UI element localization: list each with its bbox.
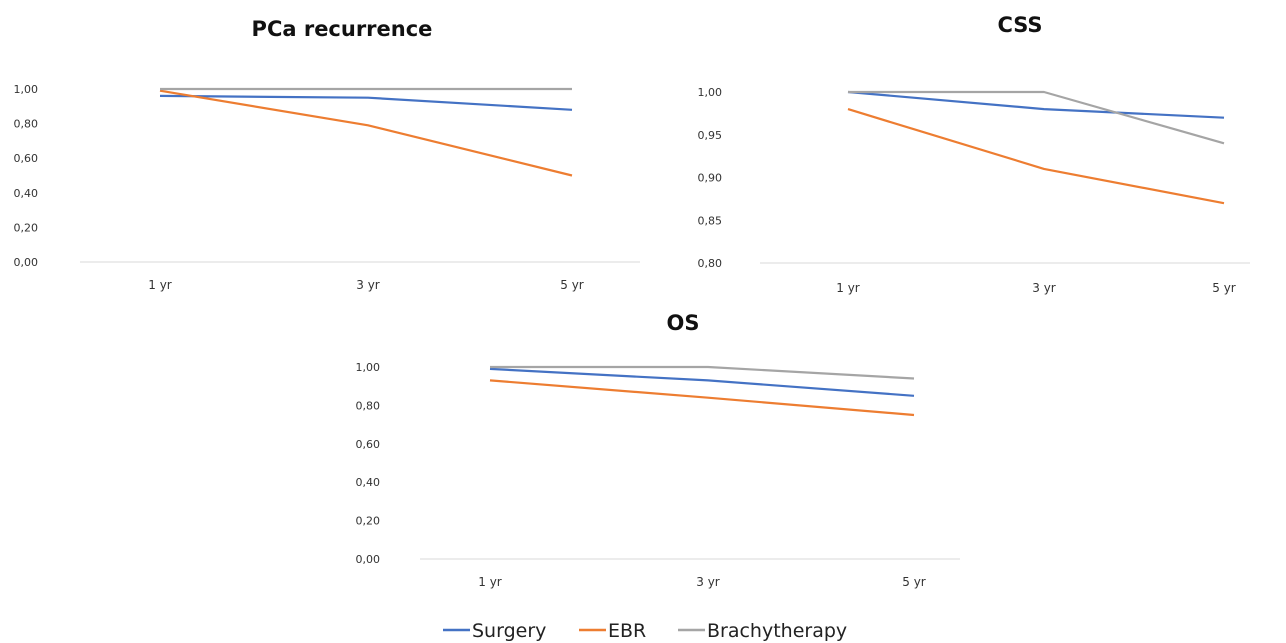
- y-tick-label: 0,20: [14, 221, 39, 234]
- series-line-brachytherapy: [490, 365, 915, 380]
- y-tick-label: 1,00: [698, 86, 723, 99]
- series-line-ebr: [489, 379, 915, 417]
- y-tick-label: 0,40: [14, 187, 39, 200]
- series-line-surgery: [489, 367, 915, 397]
- y-tick-label: 0,20: [356, 515, 381, 528]
- y-tick-label: 0,80: [356, 399, 381, 412]
- x-tick-label: 5 yr: [560, 278, 584, 292]
- y-tick-label: 1,00: [356, 361, 381, 374]
- x-tick-label: 3 yr: [696, 575, 720, 589]
- y-tick-label: 0,60: [14, 152, 39, 165]
- series-line-surgery: [847, 90, 1225, 119]
- chart-title: OS: [667, 311, 700, 335]
- y-tick-label: 0,80: [14, 118, 39, 131]
- chart-panel-0: PCa recurrence 0,00 0,20 0,40 0,60 0,80 1,00 1 …: [14, 17, 640, 292]
- chart-title: PCa recurrence: [252, 17, 433, 41]
- y-tick-label: 0,00: [356, 553, 381, 566]
- y-tick-label: 0,90: [698, 172, 723, 185]
- legend-label-brachytherapy: Brachytherapy: [707, 620, 847, 642]
- chart-panel-2: OS 0,00 0,20 0,40 0,60 0,80 1,00 1 yr 3 yr 5 yr: [356, 311, 960, 589]
- y-tick-label: 0,60: [356, 438, 381, 451]
- series-line-brachytherapy: [848, 90, 1225, 145]
- y-tick-label: 0,85: [698, 214, 723, 227]
- x-tick-label: 3 yr: [1032, 281, 1056, 295]
- x-tick-label: 5 yr: [1212, 281, 1236, 295]
- y-tick-label: 0,00: [14, 256, 39, 269]
- x-tick-label: 1 yr: [836, 281, 860, 295]
- legend-label-surgery: Surgery: [472, 620, 546, 642]
- legend-label-ebr: EBR: [608, 620, 646, 642]
- y-tick-label: 0,40: [356, 476, 381, 489]
- x-tick-label: 3 yr: [356, 278, 380, 292]
- chart-title: CSS: [997, 13, 1042, 37]
- x-tick-label: 5 yr: [902, 575, 926, 589]
- y-tick-label: 1,00: [14, 83, 39, 96]
- series-line-ebr: [159, 89, 573, 177]
- series-line-surgery: [159, 94, 573, 111]
- y-tick-label: 0,95: [698, 129, 723, 142]
- x-tick-label: 1 yr: [148, 278, 172, 292]
- legend: Surgery EBR Brachytherapy: [443, 620, 847, 642]
- chart-panel-1: CSS 0,80 0,85 0,90 0,95 1,00 1 yr 3 yr 5 yr: [698, 13, 1250, 295]
- series-line-ebr: [847, 108, 1225, 205]
- y-tick-label: 0,80: [698, 257, 723, 270]
- x-tick-label: 1 yr: [478, 575, 502, 589]
